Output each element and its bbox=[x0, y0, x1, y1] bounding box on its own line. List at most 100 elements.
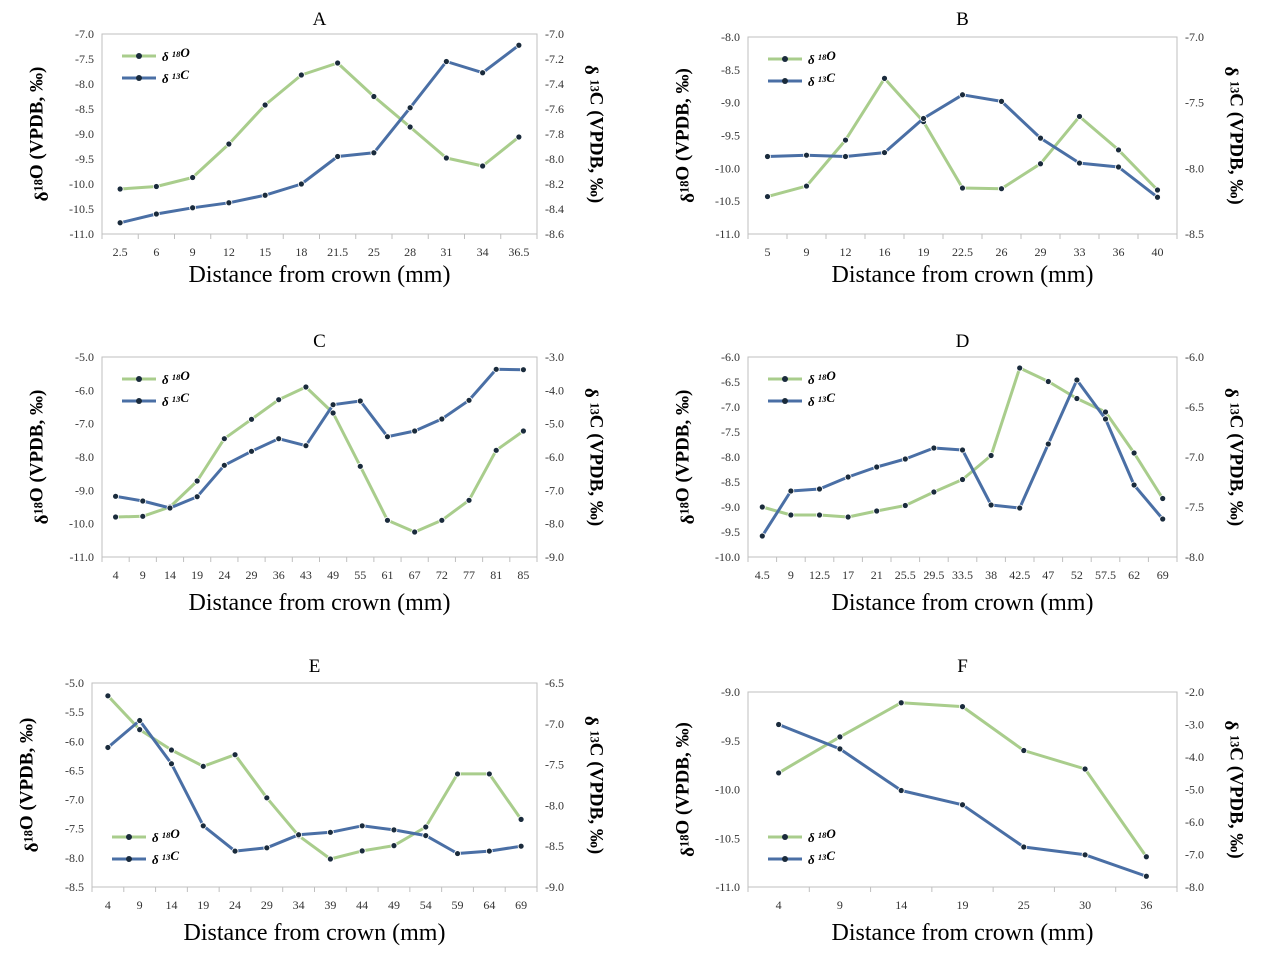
legend-marker-o18 bbox=[782, 376, 788, 382]
point-o18 bbox=[1076, 113, 1083, 120]
y-left-tick-label: -10.0 bbox=[69, 177, 94, 191]
x-tick-label: 81 bbox=[490, 568, 502, 582]
legend: δ 18O δ 13C bbox=[768, 826, 836, 867]
point-c13 bbox=[1142, 872, 1150, 880]
x-tick-label: 5 bbox=[765, 245, 771, 259]
y-right-tick-label: -9.0 bbox=[545, 550, 564, 564]
series-line-c13 bbox=[106, 719, 522, 855]
x-tick-label: 77 bbox=[463, 568, 475, 582]
point-c13 bbox=[358, 822, 366, 830]
point-c13 bbox=[199, 822, 207, 830]
point-o18 bbox=[959, 476, 966, 483]
legend-label-c13: δ 13C bbox=[808, 390, 835, 409]
point-c13 bbox=[959, 801, 966, 809]
point-o18 bbox=[442, 154, 450, 162]
x-tick-label: 12 bbox=[223, 245, 235, 259]
point-o18 bbox=[1159, 495, 1167, 502]
point-c13 bbox=[302, 442, 310, 450]
point-c13 bbox=[442, 58, 450, 65]
y-left-tick-label: -9.0 bbox=[75, 483, 94, 497]
point-o18 bbox=[787, 511, 795, 519]
point-o18 bbox=[261, 101, 269, 109]
chart-panel-a: A 2.5 6 9 12 15 18 21.5 25 28 31 34 36.5 -7.0 -7.5 -8.0… bbox=[26, 9, 606, 288]
point-o18 bbox=[1142, 853, 1150, 861]
x-tick-label: 55 bbox=[354, 568, 366, 582]
chart-panel-e: E4 9 14 19 24 29 34 39 44 49 54 59 64 69-5.0-5.5-6.0-… bbox=[16, 656, 606, 946]
legend-label-o18: δ 18O bbox=[162, 45, 190, 64]
point-o18 bbox=[959, 703, 966, 711]
point-c13 bbox=[764, 153, 771, 160]
y-left-tick-label: -8.0 bbox=[721, 30, 740, 44]
y-left-tick-label: -10.5 bbox=[715, 194, 740, 208]
x-tick-label: 22.5 bbox=[952, 245, 973, 259]
point-o18 bbox=[930, 488, 938, 496]
point-o18 bbox=[901, 502, 909, 509]
x-tick-label: 64 bbox=[483, 898, 495, 912]
y-right-tick-label: -8.5 bbox=[545, 839, 564, 853]
point-o18 bbox=[479, 162, 487, 170]
point-c13 bbox=[329, 401, 337, 409]
point-c13 bbox=[517, 842, 525, 850]
y-right-tick-label: -8.0 bbox=[1185, 550, 1204, 564]
point-o18 bbox=[193, 477, 201, 485]
legend-marker-o18 bbox=[136, 376, 142, 382]
y-left-tick-label: -9.5 bbox=[721, 525, 740, 539]
y-right-tick-label: -8.6 bbox=[545, 227, 564, 241]
point-o18 bbox=[326, 855, 334, 863]
y-left-axis-label: δ18O (VPDB, ‰) bbox=[672, 68, 699, 203]
point-o18 bbox=[189, 174, 197, 181]
point-c13 bbox=[897, 787, 905, 794]
point-o18 bbox=[1130, 449, 1138, 457]
y-left-tick-label: -11.0 bbox=[69, 550, 94, 564]
y-left-axis-label: δ18O (VPDB, ‰) bbox=[26, 67, 53, 202]
legend: δ 18O δ 13C bbox=[122, 45, 190, 86]
y-right-tick-label: -7.0 bbox=[545, 717, 564, 731]
y-left-tick-label: -8.0 bbox=[75, 77, 94, 91]
legend-label-o18: δ 18O bbox=[162, 368, 190, 387]
y-right-tick-label: -8.0 bbox=[1185, 161, 1204, 175]
point-o18 bbox=[275, 396, 283, 404]
point-o18 bbox=[1037, 160, 1044, 168]
y-right-tick-label: -2.0 bbox=[1185, 685, 1204, 699]
point-c13 bbox=[438, 415, 446, 423]
point-o18 bbox=[168, 746, 175, 754]
point-c13 bbox=[758, 532, 766, 540]
point-o18 bbox=[139, 512, 147, 520]
point-o18 bbox=[492, 446, 500, 454]
x-tick-label: 29 bbox=[246, 568, 258, 582]
y-left-tick-label: -8.0 bbox=[75, 450, 94, 464]
y-right-tick-label: -6.5 bbox=[545, 676, 564, 690]
y-right-tick-label: -6.5 bbox=[1185, 400, 1204, 414]
x-tick-label: 4 bbox=[105, 898, 111, 912]
x-tick-label: 36 bbox=[273, 568, 285, 582]
y-left-tick-label: -10.0 bbox=[715, 161, 740, 175]
legend-marker-o18 bbox=[782, 834, 788, 840]
x-tick-label: 33.5 bbox=[952, 568, 973, 582]
y-left-tick-label: -10.5 bbox=[715, 831, 740, 845]
x-axis-label: Distance from crown (mm) bbox=[832, 590, 1094, 616]
legend-label-o18: δ 18O bbox=[808, 48, 836, 67]
x-tick-label: 54 bbox=[420, 898, 432, 912]
point-c13 bbox=[881, 149, 888, 156]
point-c13 bbox=[231, 847, 239, 855]
y-right-axis-label: δ 13C (VPDB, ‰) bbox=[580, 388, 607, 526]
x-tick-label: 4.5 bbox=[755, 568, 770, 582]
point-c13 bbox=[275, 435, 283, 443]
y-left-tick-label: -7.0 bbox=[75, 27, 94, 41]
y-right-tick-label: -8.5 bbox=[1185, 227, 1204, 241]
y-right-tick-label: -8.2 bbox=[545, 177, 564, 191]
y-right-tick-label: -7.6 bbox=[545, 102, 564, 116]
plot-frame bbox=[747, 36, 1178, 235]
x-tick-label: 30 bbox=[1079, 898, 1091, 912]
series-line-c13 bbox=[115, 367, 524, 510]
chart-title: B bbox=[956, 9, 969, 30]
x-tick-label: 62 bbox=[1128, 568, 1140, 582]
y-right-tick-label: -8.0 bbox=[1185, 880, 1204, 894]
y-left-tick-label: -11.0 bbox=[69, 227, 94, 241]
point-c13 bbox=[406, 104, 414, 112]
x-tick-label: 24 bbox=[229, 898, 241, 912]
point-o18 bbox=[998, 185, 1005, 193]
legend: δ 18O δ 13C bbox=[768, 48, 836, 89]
y-left-tick-label: -6.5 bbox=[721, 375, 740, 389]
x-tick-label: 26 bbox=[996, 245, 1008, 259]
